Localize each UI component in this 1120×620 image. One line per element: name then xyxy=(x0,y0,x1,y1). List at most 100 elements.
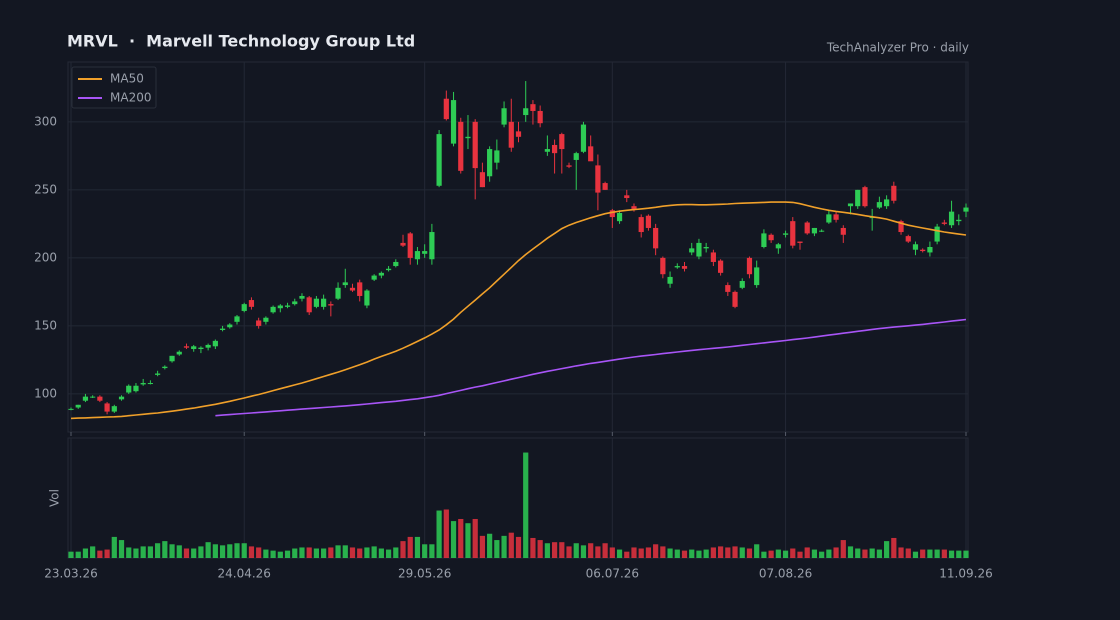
volume-bar xyxy=(248,546,255,558)
volume-bar xyxy=(263,549,269,558)
candle-body xyxy=(494,150,500,163)
volume-bar xyxy=(833,547,839,558)
volume-bar xyxy=(364,547,370,558)
candle-body xyxy=(797,241,803,243)
candle-body xyxy=(263,317,269,322)
y-tick-label: 300 xyxy=(34,114,57,128)
volume-bar xyxy=(710,547,716,558)
volume-bar xyxy=(256,547,262,558)
candle-body xyxy=(855,189,861,207)
candle-body xyxy=(941,222,947,224)
volume-bar xyxy=(790,548,796,558)
candle-body xyxy=(732,291,738,307)
candle-body xyxy=(191,346,197,350)
candle-body xyxy=(133,385,139,392)
volume-bar xyxy=(703,549,709,558)
candle-body xyxy=(551,144,558,154)
volume-bar xyxy=(573,543,579,558)
y-tick-label: 100 xyxy=(34,386,57,400)
volume-bar xyxy=(884,541,890,558)
candle-body xyxy=(660,257,666,275)
volume-bar xyxy=(775,549,781,558)
volume-bar xyxy=(241,543,247,558)
volume-bar xyxy=(501,535,507,558)
volume-bar xyxy=(912,551,919,558)
volume-bar xyxy=(898,547,904,558)
volume-bar xyxy=(147,546,153,558)
volume-bar xyxy=(551,542,558,558)
candle-body xyxy=(710,252,716,262)
volume-bar xyxy=(176,545,182,558)
candle-body xyxy=(82,396,89,401)
volume-bar xyxy=(306,547,312,558)
volume-bar xyxy=(169,544,175,558)
volume-bar xyxy=(162,541,168,558)
volume-bar xyxy=(927,549,933,558)
candle-body xyxy=(169,355,175,362)
volume-bar xyxy=(385,549,392,558)
volume-bar xyxy=(862,549,868,558)
candle-body xyxy=(602,183,608,190)
candle-body xyxy=(681,266,688,269)
x-tick-label: 24.04.26 xyxy=(218,567,271,581)
x-tick-label: 07.08.26 xyxy=(759,567,812,581)
candle-body xyxy=(277,305,283,309)
candle-body xyxy=(479,172,486,188)
candle-body xyxy=(703,247,709,249)
candle-body xyxy=(90,396,96,398)
candle-body xyxy=(847,203,854,207)
volume-bar xyxy=(891,537,897,558)
volume-bar xyxy=(219,545,226,558)
volume-bar xyxy=(212,544,218,558)
ma-line xyxy=(215,318,967,417)
volume-bar xyxy=(920,549,926,558)
candle-body xyxy=(624,195,630,199)
candle-body xyxy=(725,285,731,292)
volume-bar xyxy=(299,547,305,558)
chart-subtitle: TechAnalyzer Pro · daily xyxy=(826,41,969,55)
candle-body xyxy=(284,305,291,307)
volume-bar xyxy=(97,550,103,558)
candle-body xyxy=(595,165,601,193)
candle-body xyxy=(205,344,211,348)
candle-body xyxy=(638,217,644,233)
candle-body xyxy=(804,222,810,234)
volume-bar xyxy=(357,548,363,558)
candle-body xyxy=(746,257,753,275)
candle-body xyxy=(775,244,781,249)
candle-body xyxy=(689,248,695,253)
volume-bar xyxy=(342,545,348,558)
volume-bar xyxy=(90,546,96,558)
volume-bar xyxy=(523,452,529,558)
candle-body xyxy=(328,304,334,306)
candle-body xyxy=(306,297,312,313)
candle-body xyxy=(523,108,529,116)
volume-bar xyxy=(321,548,327,558)
volume-bar xyxy=(465,523,471,558)
candle-body xyxy=(256,320,262,326)
volume-bar xyxy=(515,536,522,558)
y-tick-label: 200 xyxy=(34,250,57,264)
volume-bar xyxy=(732,546,738,558)
candle-body xyxy=(140,383,146,385)
volume-bar xyxy=(638,548,644,558)
candle-body xyxy=(833,214,839,220)
volume-bar xyxy=(75,551,81,558)
volume-bar xyxy=(270,550,276,558)
volume-bar xyxy=(407,536,413,558)
candle-body xyxy=(754,267,760,286)
volume-bar xyxy=(111,536,117,558)
candle-body xyxy=(429,232,435,260)
volume-bar xyxy=(508,532,514,558)
volume-bar xyxy=(588,543,594,558)
volume-bar xyxy=(68,551,74,558)
volume-bar xyxy=(205,542,211,558)
volume-bar xyxy=(689,549,695,558)
volume-bar xyxy=(602,543,608,558)
volume-bar xyxy=(580,545,587,558)
candle-body xyxy=(126,385,132,393)
candle-body xyxy=(487,149,493,177)
candle-body xyxy=(393,261,399,267)
candle-body xyxy=(313,298,320,307)
